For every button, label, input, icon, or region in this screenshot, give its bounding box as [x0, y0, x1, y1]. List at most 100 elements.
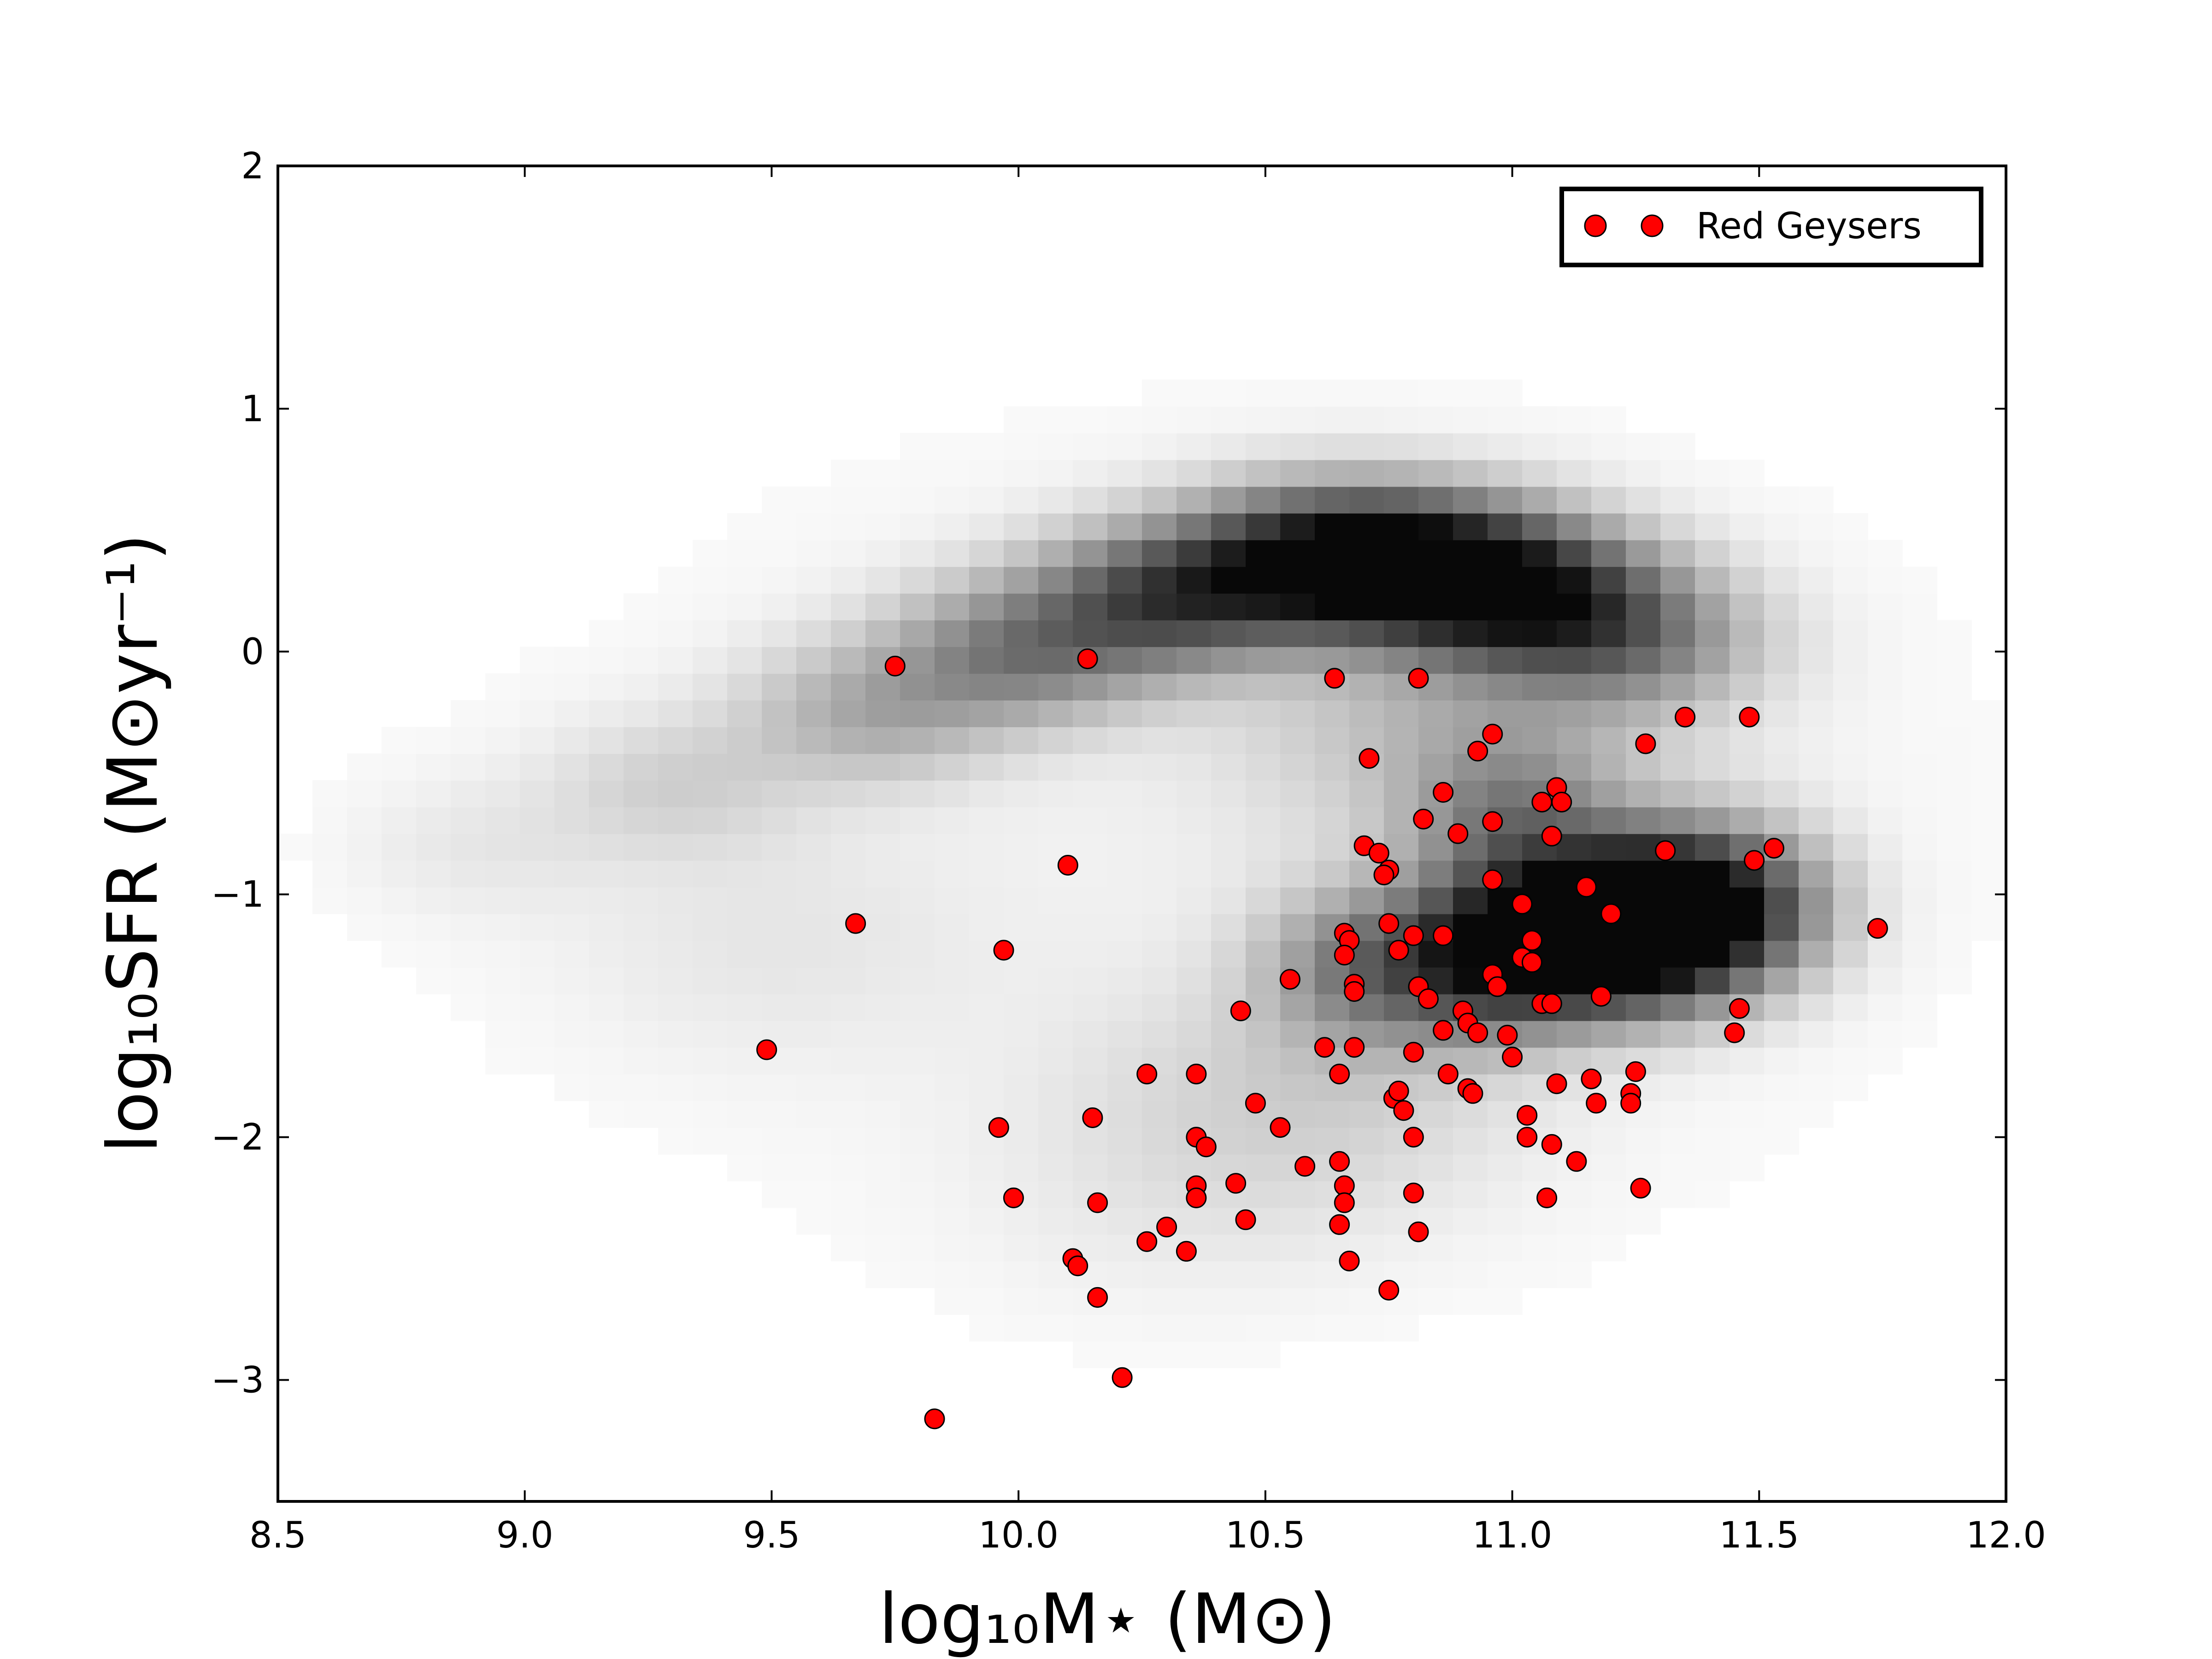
- heatmap-cell: [693, 1047, 728, 1075]
- heatmap-cell: [762, 700, 797, 727]
- heatmap-cell: [693, 753, 728, 781]
- heatmap-cell: [1764, 967, 1799, 994]
- heatmap-cell: [1280, 753, 1315, 781]
- legend-box: [1559, 187, 1983, 267]
- heatmap-cell: [416, 967, 451, 994]
- heatmap-cell: [1937, 860, 1972, 888]
- heatmap-cell: [1868, 753, 1903, 781]
- heatmap-cell: [1764, 647, 1799, 674]
- heatmap-cell: [1557, 593, 1592, 621]
- heatmap-cell: [451, 887, 486, 914]
- heatmap-cell: [1073, 566, 1108, 594]
- heatmap-cell: [554, 753, 589, 781]
- heatmap-cell: [1626, 1207, 1661, 1235]
- heatmap-cell: [589, 647, 624, 674]
- heatmap-cell: [969, 1314, 1004, 1342]
- heatmap-cell: [865, 887, 900, 914]
- heatmap-cell: [1038, 433, 1073, 460]
- heatmap-cell: [1453, 1127, 1488, 1155]
- heatmap-cell: [1315, 1100, 1350, 1128]
- heatmap-cell: [935, 433, 970, 460]
- heatmap-cell: [658, 1074, 693, 1101]
- heatmap-cell: [1038, 700, 1073, 727]
- heatmap-cell: [1004, 1127, 1039, 1155]
- heatmap-cell: [1937, 887, 1972, 914]
- heatmap-cell: [1764, 994, 1799, 1021]
- heatmap-cell: [1004, 647, 1039, 674]
- heatmap-cell: [796, 1207, 831, 1235]
- heatmap-cell: [1591, 700, 1626, 727]
- scatter-point: [1620, 1093, 1641, 1114]
- y-axis-label: log₁₀SFR (M⊙yr⁻¹): [93, 534, 173, 1153]
- heatmap-cell: [1349, 566, 1384, 594]
- heatmap-cell: [1902, 780, 1937, 807]
- heatmap-cell: [1660, 540, 1695, 567]
- heatmap-cell: [485, 700, 520, 727]
- heatmap-cell: [831, 459, 866, 487]
- heatmap-cell: [865, 994, 900, 1021]
- heatmap-cell: [1177, 940, 1212, 968]
- heatmap-cell: [1833, 566, 1868, 594]
- heatmap-cell: [762, 834, 797, 861]
- heatmap-cell: [969, 994, 1004, 1021]
- heatmap-cell: [1211, 1288, 1246, 1315]
- heatmap-cell: [1107, 780, 1142, 807]
- heatmap-cell: [1557, 513, 1592, 541]
- heatmap-cell: [1488, 1234, 1523, 1262]
- scatter-point: [1536, 1187, 1558, 1208]
- heatmap-cell: [1799, 860, 1834, 888]
- heatmap-cell: [1695, 780, 1730, 807]
- heatmap-cell: [1522, 1234, 1557, 1262]
- heatmap-cell: [1107, 1154, 1142, 1182]
- heatmap-cell: [1764, 566, 1799, 594]
- heatmap-cell: [969, 433, 1004, 460]
- heatmap-cell: [1591, 780, 1626, 807]
- scatter-point: [1447, 823, 1469, 844]
- heatmap-cell: [727, 1100, 762, 1128]
- heatmap-cell: [1107, 1234, 1142, 1262]
- heatmap-cell: [935, 860, 970, 888]
- heatmap-cell: [796, 780, 831, 807]
- heatmap-cell: [1177, 727, 1212, 754]
- heatmap-cell: [1004, 620, 1039, 647]
- heatmap-cell: [1764, 887, 1799, 914]
- heatmap-cell: [1315, 406, 1350, 434]
- x-tick-label: 10.5: [1225, 1515, 1306, 1556]
- heatmap-cell: [1902, 994, 1937, 1021]
- scatter-point: [1517, 1105, 1538, 1126]
- heatmap-cell: [520, 1047, 555, 1075]
- heatmap-cell: [1660, 647, 1695, 674]
- heatmap-cell: [1418, 459, 1453, 487]
- heatmap-cell: [1004, 486, 1039, 514]
- heatmap-cell: [900, 780, 935, 807]
- heatmap-cell: [969, 593, 1004, 621]
- heatmap-cell: [589, 700, 624, 727]
- heatmap-cell: [1315, 433, 1350, 460]
- scatter-point: [1867, 918, 1888, 939]
- heatmap-cell: [1902, 913, 1937, 941]
- heatmap-cell: [1384, 566, 1419, 594]
- heatmap-cell: [485, 727, 520, 754]
- heatmap-cell: [762, 647, 797, 674]
- heatmap-cell: [1246, 807, 1281, 834]
- heatmap-cell: [589, 1074, 624, 1101]
- heatmap-cell: [1522, 673, 1557, 700]
- heatmap-cell: [1142, 1314, 1177, 1342]
- heatmap-cell: [520, 994, 555, 1021]
- heatmap-cell: [1038, 540, 1073, 567]
- heatmap-cell: [1315, 994, 1350, 1021]
- heatmap-cell: [1177, 459, 1212, 487]
- heatmap-cell: [416, 780, 451, 807]
- heatmap-cell: [1280, 860, 1315, 888]
- heatmap-cell: [1488, 1100, 1523, 1128]
- heatmap-cell: [900, 860, 935, 888]
- scatter-point: [1329, 1214, 1350, 1235]
- scatter-point: [1433, 1020, 1454, 1041]
- heatmap-cell: [416, 807, 451, 834]
- heatmap-cell: [1902, 1020, 1937, 1048]
- heatmap-cell: [1868, 834, 1903, 861]
- heatmap-cell: [1660, 1127, 1695, 1155]
- heatmap-cell: [347, 753, 382, 781]
- heatmap-cell: [762, 1074, 797, 1101]
- heatmap-cell: [1626, 834, 1661, 861]
